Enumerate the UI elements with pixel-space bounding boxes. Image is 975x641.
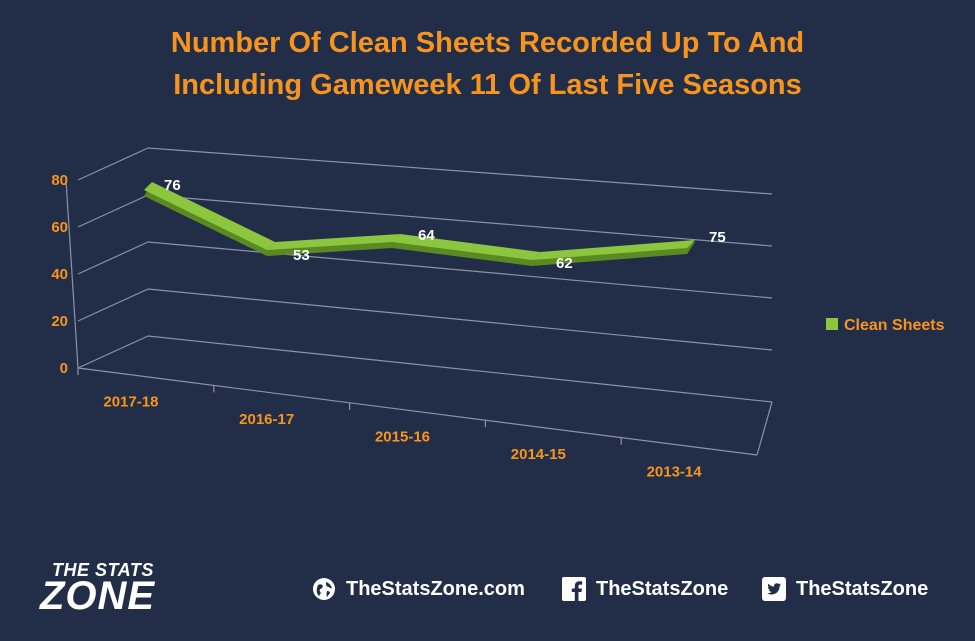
- grid-layer: [65, 147, 773, 456]
- series-segment: [532, 240, 695, 260]
- gridline-side: [77, 288, 149, 322]
- gridline-side: [77, 241, 149, 275]
- data-label: 53: [293, 247, 310, 264]
- stats-zone-logo: THE STATS ZONE: [36, 560, 206, 620]
- y-axis-ticks: 0 20 40 60 80: [51, 172, 68, 377]
- gridline-side: [77, 147, 149, 181]
- x-tick-label: 2015-16: [375, 429, 430, 446]
- gridline: [147, 241, 773, 299]
- legend-label: Clean Sheets: [844, 317, 945, 334]
- x-tick-label: 2016-17: [239, 411, 294, 428]
- logo-bottom-text: ZONE: [40, 574, 156, 618]
- logo-top-text: THE STATS: [52, 560, 154, 580]
- series-segment: [267, 234, 400, 250]
- floor-right-edge: [756, 401, 773, 456]
- facebook-label: TheStatsZone: [596, 577, 729, 600]
- globe-icon: [312, 577, 336, 601]
- y-tick-label: 40: [51, 266, 68, 283]
- x-tick-label: 2017-18: [103, 394, 158, 411]
- data-labels: 76 53 64 62 75: [164, 177, 726, 272]
- chart-title-line-1: Number Of Clean Sheets Recorded Up To An…: [170, 27, 805, 59]
- website-link[interactable]: TheStatsZone.com: [312, 574, 525, 604]
- series-layer: [144, 182, 695, 266]
- gridline: [147, 194, 773, 247]
- y-tick-label: 60: [51, 219, 68, 236]
- y-axis-line: [65, 179, 79, 369]
- twitter-icon: [762, 577, 786, 601]
- data-label: 62: [556, 255, 573, 272]
- y-tick-label: 80: [51, 172, 68, 189]
- y-tick-label: 0: [60, 360, 68, 377]
- y-tick-label: 20: [51, 313, 68, 330]
- gridline-side: [77, 335, 149, 369]
- data-label: 64: [418, 227, 435, 244]
- series-segment: [144, 182, 275, 250]
- data-label: 75: [709, 229, 726, 246]
- data-label: 76: [164, 177, 181, 194]
- x-axis-ticks: 2017-18 2016-17 2015-16 2014-15 2013-14: [103, 394, 702, 481]
- floor-front-edge: [77, 367, 758, 456]
- gridline-side: [77, 194, 149, 228]
- facebook-icon: [562, 577, 586, 601]
- x-tick-label: 2013-14: [647, 463, 703, 480]
- chart-title: Number Of Clean Sheets Recorded Up To An…: [0, 22, 975, 106]
- gridline: [147, 335, 773, 403]
- facebook-link[interactable]: TheStatsZone: [562, 574, 728, 604]
- x-tick-label: 2014-15: [511, 446, 566, 463]
- twitter-link[interactable]: TheStatsZone: [762, 574, 928, 604]
- gridline: [147, 147, 773, 195]
- website-label: TheStatsZone.com: [346, 577, 525, 600]
- series-segment: [392, 234, 540, 260]
- gridline: [147, 288, 773, 351]
- twitter-label: TheStatsZone: [796, 577, 929, 600]
- legend-swatch: [826, 318, 838, 330]
- chart-title-line-2: Including Gameweek 11 Of Last Five Seaso…: [173, 69, 802, 101]
- legend: Clean Sheets: [826, 317, 945, 334]
